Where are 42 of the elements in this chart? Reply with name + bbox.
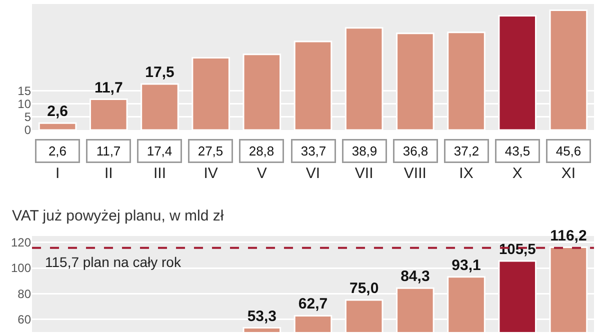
y-tick-label: 15 bbox=[18, 84, 32, 98]
x-tick-label: XI bbox=[561, 165, 576, 182]
data-label: 93,1 bbox=[452, 256, 481, 274]
text: 11,7 bbox=[96, 144, 121, 158]
data-label: 62,7 bbox=[298, 296, 328, 313]
ref-line-label: 115,7 plan na cały rok bbox=[45, 254, 182, 270]
x-tick-label: III bbox=[153, 165, 166, 182]
x-tick-label: X bbox=[512, 165, 522, 182]
bar bbox=[38, 122, 77, 130]
y-tick-label: 5 bbox=[24, 110, 32, 124]
chart-title: VAT już powyżej planu, w mld zł bbox=[12, 208, 224, 224]
x-tick-label: VII bbox=[354, 165, 374, 182]
y-tick-label: 100 bbox=[10, 261, 32, 276]
data-label: 17,5 bbox=[145, 64, 174, 82]
x-tick-label: IV bbox=[204, 165, 218, 182]
y-tick-label: 10 bbox=[18, 96, 32, 111]
text: 36,8 bbox=[402, 144, 428, 158]
data-label: 11,7 bbox=[94, 79, 123, 96]
x-tick-label: IX bbox=[459, 165, 474, 182]
y-tick-label: 60 bbox=[18, 312, 32, 326]
data-label: 84,3 bbox=[400, 268, 430, 286]
y-tick-label: 120 bbox=[10, 236, 32, 250]
text: 43,5 bbox=[504, 144, 530, 158]
x-tick-label: II bbox=[104, 165, 113, 182]
x-tick-label: V bbox=[256, 165, 267, 182]
text: 27,5 bbox=[198, 144, 224, 158]
text: 38,9 bbox=[352, 144, 378, 158]
y-tick-label: 80 bbox=[18, 286, 32, 301]
data-label: 2,6 bbox=[47, 103, 68, 120]
data-label: 116,2 bbox=[550, 227, 587, 244]
text: 45,6 bbox=[556, 144, 582, 158]
x-tick-label: I bbox=[55, 165, 60, 182]
text: 37,2 bbox=[454, 144, 480, 158]
x-tick-label: VIII bbox=[404, 165, 426, 182]
x-tick-label: VI bbox=[306, 165, 320, 182]
text: 28,8 bbox=[248, 144, 274, 158]
text: 2,6 bbox=[48, 144, 67, 158]
data-label: 75,0 bbox=[349, 280, 379, 297]
y-tick-label: 0 bbox=[24, 123, 32, 138]
text: 17,4 bbox=[146, 144, 172, 158]
text: 33,7 bbox=[300, 144, 326, 158]
data-label: 53,3 bbox=[247, 308, 277, 325]
